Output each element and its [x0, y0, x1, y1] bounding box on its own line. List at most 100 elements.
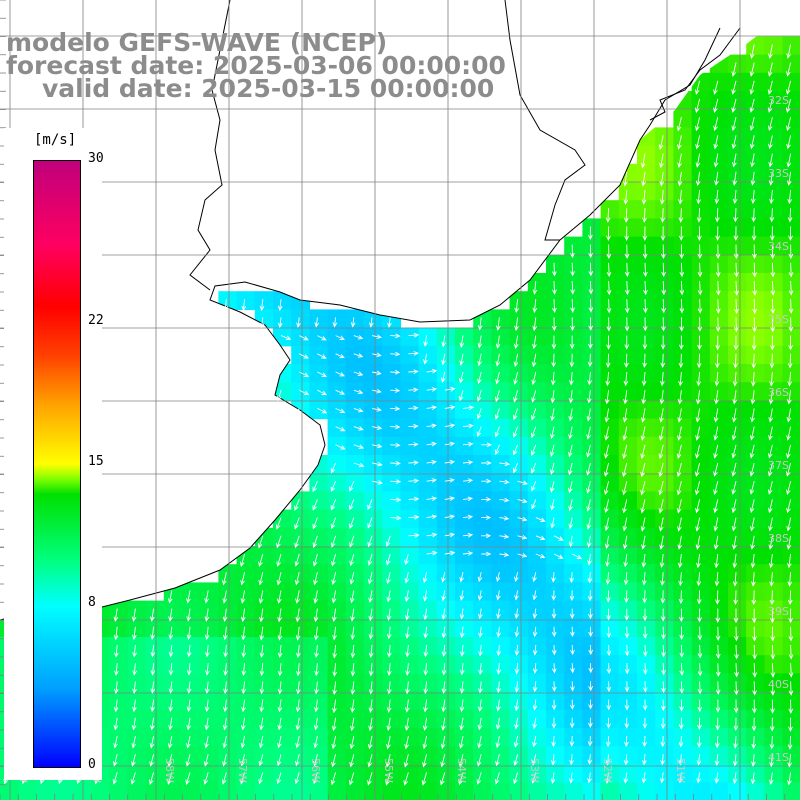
- wind-arrow: [679, 681, 685, 694]
- wind-speed-cell: [618, 746, 638, 765]
- longitude-label: 51W: [674, 758, 687, 783]
- wind-arrow: [678, 226, 684, 241]
- wind-arrow: [587, 572, 593, 584]
- wind-arrow: [767, 481, 773, 495]
- wind-speed-cell: [418, 728, 438, 747]
- wind-speed-cell: [691, 345, 711, 365]
- wind-arrow: [643, 663, 648, 675]
- wind-arrow: [715, 717, 721, 731]
- wind-arrow: [349, 517, 355, 530]
- wind-arrow: [112, 754, 118, 767]
- wind-speed-cell: [600, 600, 620, 620]
- wind-arrow: [477, 735, 482, 749]
- wind-arrow: [697, 299, 703, 314]
- wind-speed-cell: [436, 364, 456, 383]
- wind-speed-cell: [637, 582, 656, 602]
- wind-arrow: [441, 663, 447, 676]
- wind-arrow: [732, 754, 738, 767]
- wind-speed-cell: [491, 782, 511, 800]
- wind-arrow: [403, 754, 409, 768]
- wind-arrow: [496, 608, 501, 620]
- wind-arrow: [495, 572, 501, 583]
- wind-arrow: [770, 626, 776, 642]
- wind-speed-cell: [709, 273, 729, 292]
- wind-speed-cell: [382, 709, 401, 729]
- wind-speed-cell: [600, 509, 620, 529]
- wind-speed-cell: [673, 600, 693, 620]
- wind-speed-cell: [655, 728, 674, 747]
- wind-arrow: [295, 717, 301, 731]
- wind-arrow: [731, 426, 737, 441]
- wind-speed-cell: [655, 309, 674, 329]
- wind-arrow: [640, 153, 646, 169]
- wind-arrow: [624, 717, 630, 729]
- wind-speed-cell: [782, 127, 800, 147]
- wind-speed-cell: [764, 728, 784, 747]
- wind-arrow: [713, 481, 719, 495]
- wind-speed-cell: [473, 364, 492, 383]
- wind-arrow: [696, 572, 702, 587]
- wind-speed-cell: [145, 618, 165, 638]
- wind-arrow: [714, 353, 720, 369]
- wind-speed-cell: [436, 564, 456, 583]
- wind-arrow: [569, 608, 575, 620]
- wind-speed-cell: [309, 709, 329, 729]
- wind-speed-cell: [582, 655, 602, 674]
- wind-speed-cell: [309, 728, 329, 747]
- wind-speed-cell: [345, 473, 365, 492]
- wind-speed-cell: [291, 764, 310, 784]
- wind-arrow: [531, 353, 537, 368]
- wind-speed-cell: [709, 655, 729, 674]
- wind-arrow: [733, 335, 739, 351]
- wind-speed-cell: [418, 637, 438, 656]
- wind-arrow: [696, 735, 702, 748]
- wind-arrow: [459, 699, 465, 713]
- wind-speed-cell: [764, 782, 784, 800]
- wind-arrow: [390, 388, 401, 393]
- wind-arrow: [752, 244, 757, 260]
- wind-speed-cell: [127, 728, 147, 747]
- wind-arrow: [299, 371, 310, 377]
- wind-arrow: [623, 390, 628, 405]
- wind-arrow: [769, 353, 775, 369]
- wind-arrow: [532, 663, 538, 675]
- wind-arrow: [331, 754, 337, 768]
- wind-speed-cell: [455, 709, 474, 729]
- wind-speed-cell: [709, 491, 729, 511]
- wind-arrow: [276, 772, 282, 785]
- wind-speed-cell: [600, 673, 620, 693]
- wind-arrow: [459, 681, 465, 694]
- wind-speed-cell: [546, 327, 565, 347]
- wind-arrow: [785, 462, 792, 477]
- wind-arrow: [426, 387, 438, 392]
- wind-arrow: [385, 772, 391, 786]
- wind-speed-cell: [728, 364, 747, 383]
- wind-arrow: [371, 443, 383, 449]
- wind-speed-cell: [400, 436, 420, 456]
- wind-arrow: [481, 442, 493, 448]
- wind-arrow: [624, 590, 629, 604]
- wind-speed-cell: [473, 382, 492, 401]
- wind-speed-cell: [200, 582, 219, 602]
- wind-speed-cell: [564, 728, 583, 747]
- wind-speed-cell: [746, 509, 765, 529]
- wind-arrow: [408, 532, 420, 538]
- wind-arrow: [661, 626, 666, 640]
- wind-speed-cell: [582, 455, 602, 474]
- wind-arrow: [733, 353, 738, 369]
- latitude-label: 34S: [768, 240, 789, 253]
- wind-speed-cell: [491, 436, 511, 456]
- wind-arrow: [514, 699, 520, 712]
- wind-arrow: [368, 317, 374, 328]
- wind-speed-cell: [400, 673, 420, 693]
- wind-arrow: [733, 735, 738, 749]
- wind-speed-cell: [236, 728, 256, 747]
- wind-speed-cell: [509, 309, 529, 329]
- wind-arrow: [241, 681, 247, 695]
- wind-speed-cell: [309, 309, 329, 329]
- wind-speed-cell: [728, 72, 747, 92]
- wind-speed-cell: [254, 637, 274, 656]
- wind-arrow: [441, 626, 447, 639]
